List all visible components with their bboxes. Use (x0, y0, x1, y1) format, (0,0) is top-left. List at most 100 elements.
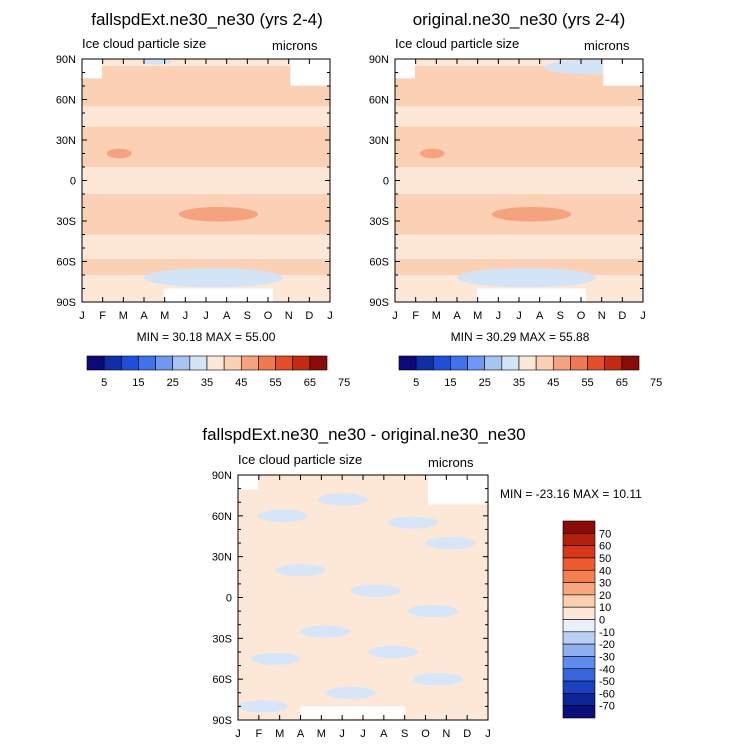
negative-diff-blob (408, 604, 458, 618)
colorbar-label: 0 (599, 615, 605, 627)
colorbar-bin (155, 355, 174, 371)
field-band (395, 234, 643, 259)
panel-2-stats: MIN = 30.29 MAX = 55.88 (451, 330, 590, 344)
colorbar-label: -30 (599, 651, 615, 663)
field-band (82, 106, 330, 127)
field-band (82, 65, 330, 107)
y-tick-label: 90S (56, 297, 76, 309)
panel-2-plot (394, 58, 644, 303)
y-tick-label: 60N (212, 511, 232, 523)
colorbar-bin (258, 355, 276, 371)
colorbar-bin (604, 355, 623, 371)
colorbar-label: 25 (167, 377, 179, 389)
y-tick-label: 90N (56, 54, 76, 66)
y-tick-label: 0 (226, 593, 232, 605)
colorbar-bin (172, 355, 191, 371)
y-tick-label: 60S (212, 674, 232, 686)
field-band (395, 126, 643, 167)
missing-data (163, 288, 273, 302)
x-tick-label: O (421, 728, 430, 740)
missing-data (476, 288, 586, 302)
colorbar-bin (189, 355, 208, 371)
x-tick-label: N (598, 310, 606, 322)
colorbar-label: 65 (616, 377, 628, 389)
warm-blob (491, 206, 572, 222)
x-tick-label: D (305, 310, 313, 322)
x-tick-label: S (244, 310, 251, 322)
negative-diff-blob (258, 509, 308, 522)
colorbar-bin (562, 680, 596, 694)
x-tick-label: O (577, 310, 586, 322)
panel-3-plot (237, 474, 489, 721)
colorbar-label: 55 (269, 377, 281, 389)
negative-diff-blob (250, 652, 301, 665)
negative-diff-blob (275, 564, 326, 577)
colorbar-label: 45 (547, 377, 559, 389)
colorbar-label: 5 (413, 377, 419, 389)
panel-1-subtitle: Ice cloud particle size (82, 36, 206, 51)
y-tick-label: 30N (369, 135, 389, 147)
cool-blob (144, 267, 283, 288)
x-tick-label: M (432, 310, 441, 322)
x-tick-label: J (79, 310, 85, 322)
negative-diff-blob (318, 493, 368, 506)
x-tick-label: F (412, 310, 419, 322)
panel-1: fallspdExt.ne30_ne30 (yrs 2-4) Ice cloud… (56, 10, 350, 389)
x-tick-label: S (401, 728, 408, 740)
colorbar-label: -40 (599, 664, 615, 676)
field-band (395, 258, 643, 275)
colorbar-label: 60 (599, 541, 611, 553)
x-tick-label: M (473, 310, 482, 322)
colorbar-label: 25 (479, 377, 491, 389)
colorbar-label: 75 (650, 377, 662, 389)
colorbar-bin (562, 545, 596, 559)
x-tick-label: A (223, 310, 231, 322)
x-tick-label: J (392, 310, 398, 322)
panel-2-colorbar: 5 15 25 35 45 55 65 75 (398, 355, 662, 389)
y-tick-label: 90N (369, 54, 389, 66)
colorbar-bin (562, 705, 596, 719)
colorbar-bin (501, 355, 520, 371)
colorbar-label: -10 (599, 627, 615, 639)
negative-diff-blob (238, 700, 288, 713)
colorbar-bin (484, 355, 503, 371)
panel-3-subtitle: Ice cloud particle size (238, 452, 362, 467)
colorbar-bin (415, 355, 434, 371)
panel-3: fallspdExt.ne30_ne30 - original.ne30_ne3… (202, 425, 642, 740)
x-tick-label: F (255, 728, 262, 740)
panel-2-subtitle: Ice cloud particle size (395, 36, 519, 51)
field-band (82, 167, 330, 194)
colorbar-label: 35 (513, 377, 525, 389)
colorbar-bin (398, 355, 417, 371)
panel-1-title: fallspdExt.ne30_ne30 (yrs 2-4) (91, 10, 323, 29)
colorbar-label: 30 (599, 578, 611, 590)
y-tick-label: 30S (212, 633, 232, 645)
missing-data (395, 59, 415, 79)
colorbar-label: 50 (599, 553, 611, 565)
colorbar-bin (120, 355, 139, 371)
y-tick-label: 90S (212, 715, 232, 727)
panel-3-units: microns (428, 455, 474, 470)
colorbar-label: 5 (101, 377, 107, 389)
colorbar-bin (240, 355, 259, 371)
colorbar-bin (552, 355, 571, 371)
colorbar-bin (103, 355, 122, 371)
negative-diff-blob (350, 584, 401, 597)
panel-2-title: original.ne30_ne30 (yrs 2-4) (413, 10, 626, 29)
negative-diff-blob (368, 645, 418, 659)
colorbar-bin (562, 693, 596, 706)
colorbar-bin (562, 619, 596, 633)
x-tick-label: N (442, 728, 450, 740)
x-tick-label: S (557, 310, 564, 322)
colorbar-bin (535, 355, 554, 371)
colorbar-label: 45 (235, 377, 247, 389)
colorbar-bin (292, 355, 311, 371)
panel-1-units: microns (272, 38, 318, 53)
x-tick-label: D (618, 310, 626, 322)
y-tick-label: 30N (212, 552, 232, 564)
colorbar-label: 10 (599, 602, 611, 614)
x-tick-label: J (203, 310, 209, 322)
x-tick-label: J (516, 310, 522, 322)
missing-data (428, 475, 488, 505)
